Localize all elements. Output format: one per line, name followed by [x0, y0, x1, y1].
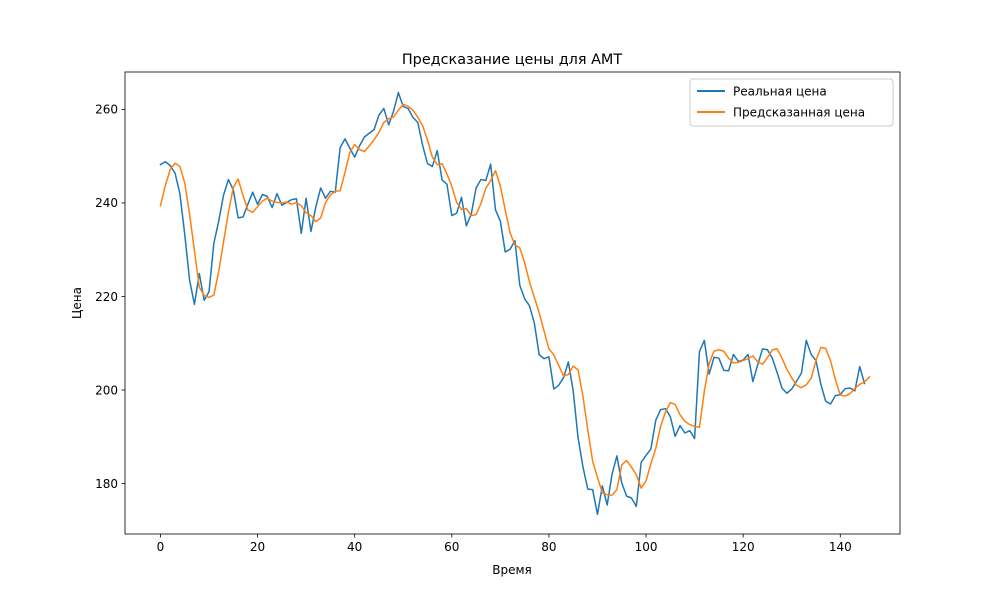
chart-title: Предсказание цены для AMT [402, 52, 622, 68]
y-tick-label: 260 [95, 103, 118, 117]
legend-label-predicted: Предсказанная цена [733, 106, 865, 120]
x-tick-label: 60 [444, 540, 459, 554]
x-tick-label: 80 [541, 540, 556, 554]
x-tick-label: 120 [732, 540, 755, 554]
series-line-real [159, 91, 866, 516]
y-tick-label: 220 [95, 290, 118, 304]
x-tick-label: 140 [829, 540, 852, 554]
y-axis-label: Цена [70, 287, 84, 319]
legend-box [689, 78, 894, 127]
legend-label-real: Реальная цена [733, 85, 827, 99]
y-axis: 180 200 220 240 260 [95, 103, 125, 491]
plot-area [159, 91, 871, 516]
y-tick-label: 200 [95, 383, 118, 397]
y-tick-label: 240 [95, 196, 118, 210]
x-tick-label: 40 [347, 540, 362, 554]
x-tick-label: 20 [250, 540, 265, 554]
x-tick-label: 100 [635, 540, 658, 554]
series-line-predicted [159, 103, 871, 496]
y-tick-label: 180 [95, 477, 118, 491]
legend: Реальная цена Предсказанная цена [689, 78, 894, 127]
x-tick-label: 0 [157, 540, 165, 554]
x-axis-label: Время [492, 563, 532, 577]
x-axis: 0 20 40 60 80 100 120 140 [157, 534, 852, 554]
plot-frame [124, 71, 901, 535]
